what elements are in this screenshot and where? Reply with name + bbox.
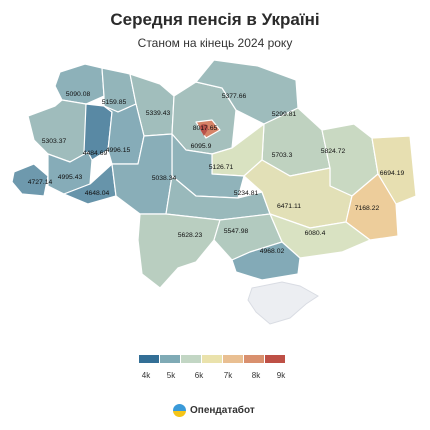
region-label-rivne: 5159.85 — [102, 99, 127, 106]
legend-swatch — [223, 355, 243, 363]
region-label-lviv: 5303.37 — [42, 138, 67, 145]
brand-name: Опендатабот — [190, 405, 255, 416]
kyiv-city-marker-icon — [200, 124, 208, 136]
region-label-kherson: 4968.02 — [260, 248, 285, 255]
region-zakarpattia — [11, 163, 49, 197]
legend-tick-label: 7k — [223, 371, 233, 380]
region-label-chernivtsi: 4648.04 — [85, 190, 110, 197]
legend-swatch — [139, 355, 159, 363]
region-label-cherkasy: 5126.71 — [209, 164, 234, 171]
region-label-luhansk: 6694.19 — [380, 170, 405, 177]
region-label-chernihiv: 5299.81 — [272, 111, 297, 118]
region-label-kyiv-city: 8017.65 — [193, 125, 218, 132]
region-label-zakarpattia: 4727.14 — [28, 179, 53, 186]
legend-swatch — [244, 355, 264, 363]
region-label-poltava: 6095.9 — [191, 143, 212, 150]
legend-tick-label: 8k — [251, 371, 261, 380]
region-label-kyiv-oblast: 5377.66 — [222, 93, 247, 100]
region-lviv — [27, 99, 89, 163]
region-label-ivano-frankivsk: 4995.43 — [58, 174, 83, 181]
chart-subtitle: Станом на кінець 2024 року — [137, 36, 293, 50]
region-label-odesa: 5628.23 — [178, 232, 203, 239]
region-label-mykolaiv: 5547.98 — [224, 228, 249, 235]
region-label-kirovohrad: 5234.81 — [234, 190, 259, 197]
brand-globe-icon — [173, 404, 186, 417]
legend-swatch — [265, 355, 285, 363]
legend-tick-label: 4k — [141, 371, 151, 380]
color-scale-ticks: 4k 5k 6k 7k 8k 9k — [0, 371, 430, 383]
chart-title: Середня пенсія в Україні — [110, 10, 320, 29]
region-label-ternopil: 4484.69 — [83, 150, 108, 157]
region-label-volyn: 5090.08 — [66, 91, 91, 98]
region-odesa — [137, 213, 221, 289]
region-label-vinnytsia: 5038.34 — [152, 175, 177, 182]
region-label-donetsk: 7168.22 — [355, 205, 380, 212]
color-scale-legend — [139, 355, 285, 363]
region-luhansk — [371, 135, 417, 205]
region-label-zaporizhzhia: 6080.4 — [305, 230, 326, 237]
region-label-kharkiv: 5824.72 — [321, 148, 346, 155]
brand-logo: Опендатабот — [173, 404, 255, 417]
region-label-khmelnytskyi: 4996.15 — [106, 147, 131, 154]
region-crimea — [247, 281, 319, 325]
region-label-dnipropetrovsk: 6471.11 — [277, 203, 301, 210]
legend-swatch — [181, 355, 201, 363]
legend-tick-label: 9k — [276, 371, 286, 380]
legend-tick-label: 5k — [166, 371, 176, 380]
region-label-sumy: 5703.3 — [272, 152, 293, 159]
legend-swatch — [160, 355, 180, 363]
legend-tick-label: 6k — [194, 371, 204, 380]
legend-swatch — [202, 355, 222, 363]
region-kherson — [231, 241, 301, 281]
region-volyn — [54, 63, 105, 105]
region-label-zhytomyr: 5339.43 — [146, 110, 171, 117]
